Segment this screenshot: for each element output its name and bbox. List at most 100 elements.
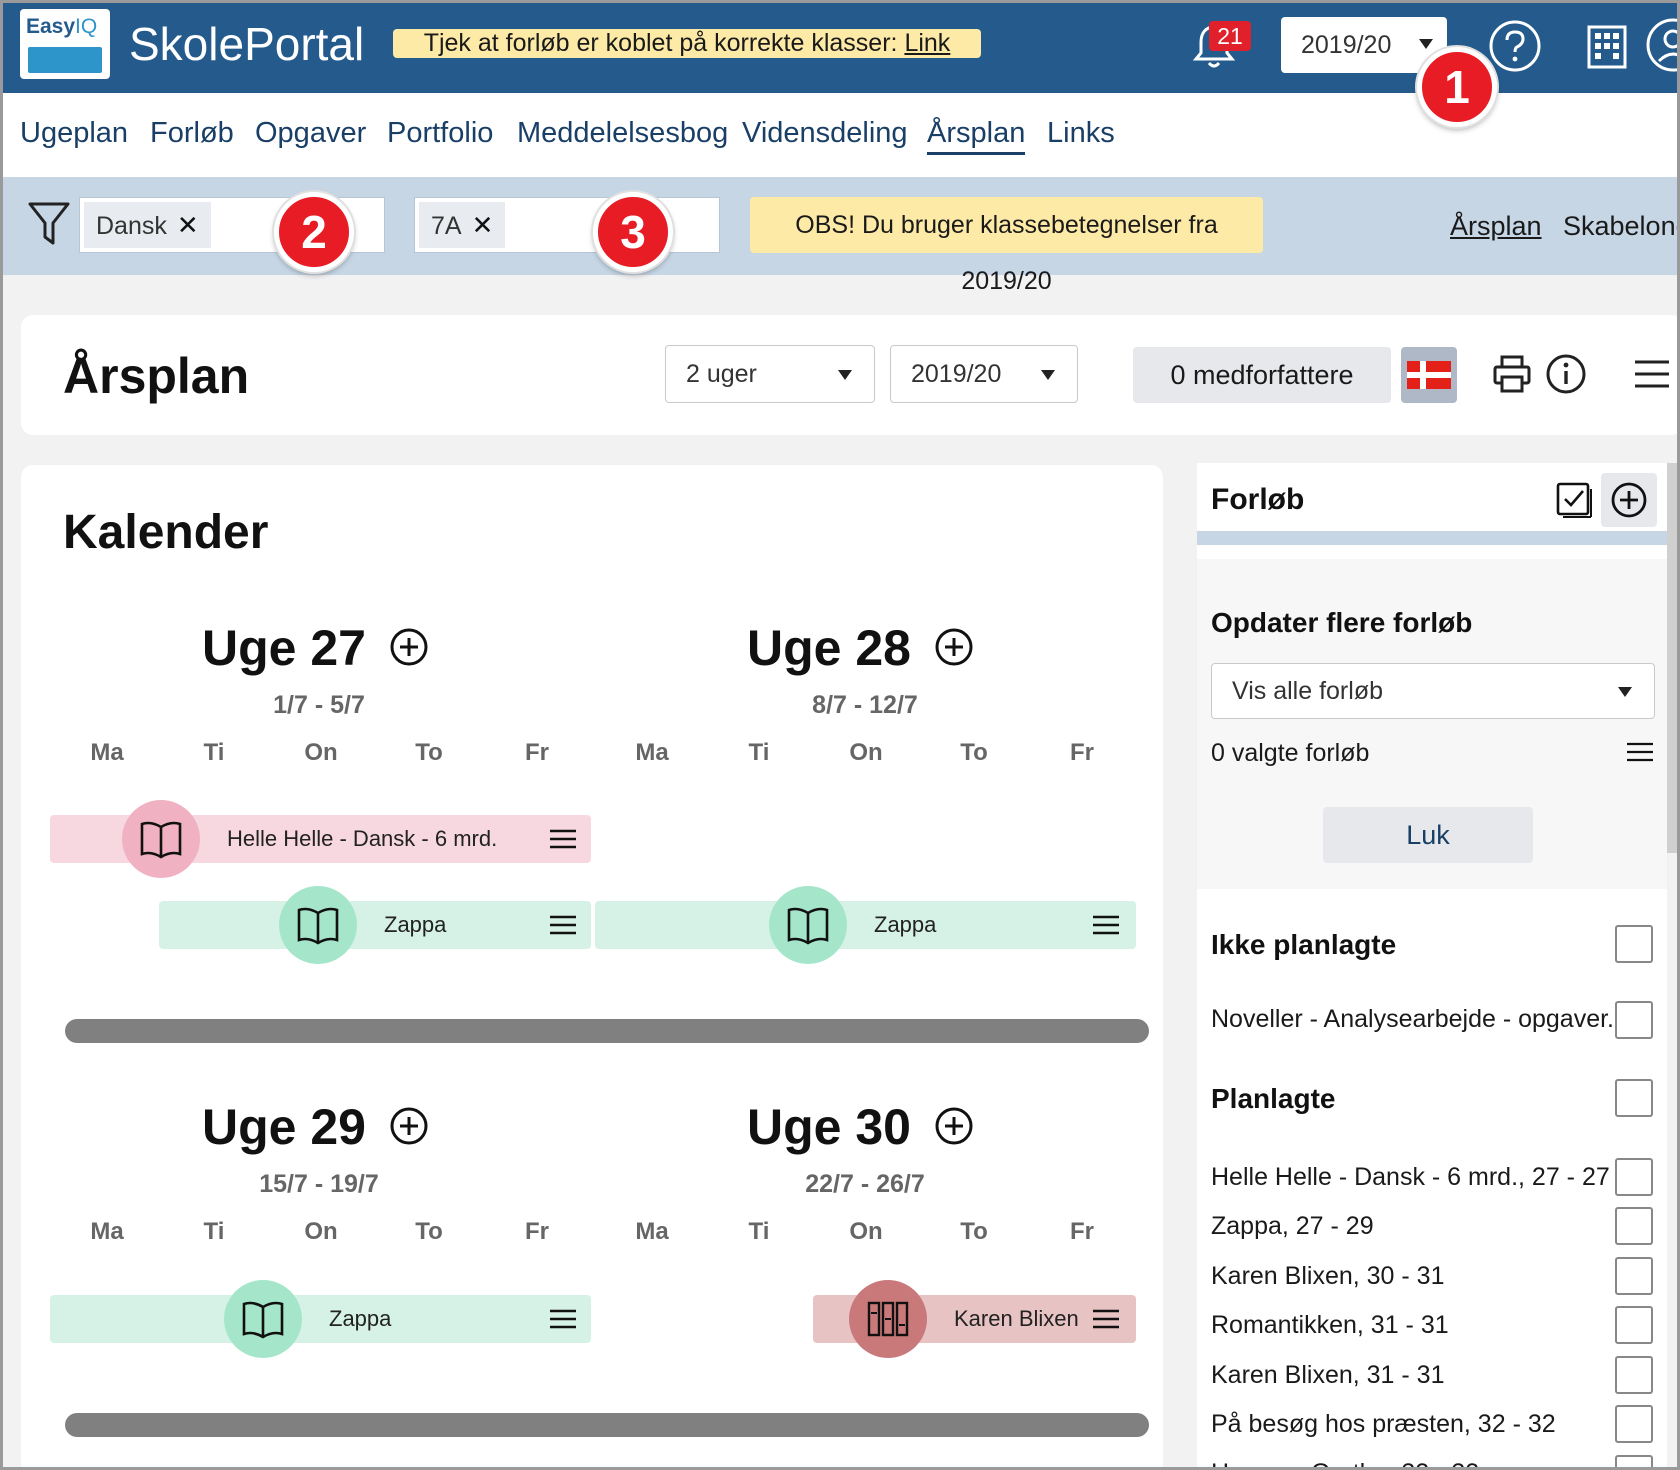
- day-label: Fr: [1052, 1218, 1112, 1246]
- week-range: 15/7 - 19/7: [209, 1170, 429, 1199]
- planned-item-checkbox[interactable]: [1615, 1257, 1653, 1295]
- add-week-item-icon[interactable]: [934, 627, 974, 667]
- unplanned-item-checkbox[interactable]: [1615, 1001, 1653, 1039]
- nav-links[interactable]: Links: [1047, 117, 1115, 150]
- info-icon[interactable]: [1545, 353, 1587, 395]
- planned-item-checkbox[interactable]: [1615, 1207, 1653, 1245]
- day-label: To: [399, 739, 459, 767]
- notice-text: Tjek at forløb er koblet på korrekte kla…: [424, 29, 898, 57]
- planned-item[interactable]: Zappa, 27 - 29: [1211, 1212, 1374, 1241]
- unplanned-item[interactable]: Noveller - Analysearbejde - opgaver...: [1211, 1005, 1628, 1034]
- course-bar-label: Zappa: [874, 901, 936, 949]
- planned-item-checkbox[interactable]: [1615, 1158, 1653, 1196]
- add-week-item-icon[interactable]: [934, 1106, 974, 1146]
- course-bar[interactable]: Karen Blixen: [813, 1295, 1136, 1343]
- select-checkbox-icon[interactable]: [1555, 481, 1593, 519]
- day-label: On: [836, 1218, 896, 1246]
- planned-item[interactable]: Helle Helle - Dansk - 6 mrd., 27 - 27: [1211, 1163, 1610, 1192]
- course-bar[interactable]: Zappa: [159, 901, 591, 949]
- nav-portfolio[interactable]: Portfolio: [387, 117, 493, 150]
- day-label: On: [836, 739, 896, 767]
- day-label: Fr: [1052, 739, 1112, 767]
- remove-subject-icon[interactable]: ✕: [177, 210, 199, 240]
- update-title: Opdater flere forløb: [1211, 607, 1472, 639]
- planned-item-checkbox[interactable]: [1615, 1455, 1653, 1470]
- bar-menu-icon[interactable]: [550, 828, 576, 850]
- side-panel-scrollbar[interactable]: [1667, 463, 1680, 853]
- nav-forlob[interactable]: Forløb: [150, 117, 234, 150]
- forlob-filter-select[interactable]: Vis alle forløb: [1211, 663, 1655, 719]
- day-label: To: [399, 1218, 459, 1246]
- planned-item-checkbox[interactable]: [1615, 1356, 1653, 1394]
- nav-ugeplan[interactable]: Ugeplan: [20, 117, 128, 150]
- user-avatar-icon[interactable]: [1645, 17, 1680, 73]
- year-select[interactable]: 2019/20: [890, 345, 1078, 403]
- planned-item-checkbox[interactable]: [1615, 1306, 1653, 1344]
- planned-item[interactable]: På besøg hos præsten, 32 - 32: [1211, 1410, 1556, 1439]
- link-skabeloner[interactable]: Skabeloner: [1563, 211, 1680, 242]
- week-scrollbar[interactable]: [65, 1413, 1149, 1437]
- app-frame: EasyIQ SkolePortal Tjek at forløb er kob…: [0, 0, 1680, 1470]
- page-title: Årsplan: [63, 347, 249, 405]
- bar-menu-icon[interactable]: [550, 914, 576, 936]
- selected-count: 0 valgte forløb: [1211, 739, 1369, 768]
- week-title: Uge 28: [747, 619, 911, 677]
- hamburger-menu-icon[interactable]: [1631, 353, 1673, 395]
- side-header-strip: [1197, 531, 1667, 545]
- week-title: Uge 29: [202, 1098, 366, 1156]
- easyiq-logo[interactable]: EasyIQ: [20, 9, 110, 79]
- day-label: To: [944, 1218, 1004, 1246]
- side-title: Forløb: [1211, 483, 1304, 517]
- bar-menu-icon[interactable]: [1093, 1308, 1119, 1330]
- planned-title: Planlagte: [1211, 1083, 1335, 1115]
- unplanned-select-all-checkbox[interactable]: [1615, 925, 1653, 963]
- bar-menu-icon[interactable]: [550, 1308, 576, 1330]
- nav-meddelelsesbog[interactable]: Meddelelsesbog: [517, 117, 728, 150]
- calendar-card: Kalender Uge 27 1/7 - 5/7 Uge 28 8/7 - 1…: [21, 465, 1163, 1470]
- school-building-icon[interactable]: [1581, 19, 1633, 71]
- course-bar[interactable]: Helle Helle - Dansk - 6 mrd.: [50, 815, 591, 863]
- help-icon[interactable]: [1488, 19, 1542, 73]
- coauthors-button[interactable]: 0 medforfattere: [1133, 347, 1391, 403]
- language-flag-button[interactable]: [1401, 347, 1457, 403]
- calendar-title: Kalender: [63, 505, 268, 560]
- link-arsplan[interactable]: Årsplan: [1450, 211, 1542, 242]
- planned-item[interactable]: Karen Blixen, 30 - 31: [1211, 1262, 1444, 1291]
- side-header: Forløb: [1197, 463, 1667, 531]
- course-bar-label: Helle Helle - Dansk - 6 mrd.: [227, 815, 497, 863]
- course-bar[interactable]: Zappa: [50, 1295, 591, 1343]
- class-filter[interactable]: 7A ✕: [414, 197, 720, 253]
- chevron-down-icon: [1419, 39, 1433, 49]
- course-bar-label: Karen Blixen: [954, 1295, 1079, 1343]
- course-bar[interactable]: Zappa: [595, 901, 1136, 949]
- notification-count-badge: 21: [1209, 21, 1251, 51]
- add-week-item-icon[interactable]: [389, 1106, 429, 1146]
- remove-class-icon[interactable]: ✕: [472, 210, 494, 240]
- week-scrollbar[interactable]: [65, 1019, 1149, 1043]
- week-title: Uge 30: [747, 1098, 911, 1156]
- nav-vidensdeling[interactable]: Vidensdeling: [742, 117, 908, 150]
- planned-item[interactable]: Karen Blixen, 31 - 31: [1211, 1361, 1444, 1390]
- nav-arsplan[interactable]: Årsplan: [927, 117, 1025, 155]
- print-icon[interactable]: [1491, 353, 1533, 395]
- planned-item-checkbox[interactable]: [1615, 1405, 1653, 1443]
- planned-select-all-checkbox[interactable]: [1615, 1079, 1653, 1117]
- book-icon: [122, 800, 200, 878]
- bar-menu-icon[interactable]: [1093, 914, 1119, 936]
- planned-item[interactable]: Romantikken, 31 - 31: [1211, 1311, 1449, 1340]
- add-week-item-icon[interactable]: [389, 627, 429, 667]
- header-year-select[interactable]: 2019/20: [1281, 17, 1447, 73]
- period-select[interactable]: 2 uger: [665, 345, 875, 403]
- selection-menu-icon[interactable]: [1627, 741, 1653, 763]
- nav-opgaver[interactable]: Opgaver: [255, 117, 366, 150]
- planned-item[interactable]: Hans og Grethe, 32 - 32: [1211, 1459, 1479, 1470]
- week-title: Uge 27: [202, 619, 366, 677]
- chevron-down-icon: [1618, 687, 1632, 697]
- filter-icon[interactable]: [27, 199, 71, 249]
- annotation-badge-2: 2: [274, 192, 354, 272]
- add-forlob-button[interactable]: [1601, 473, 1657, 527]
- annotation-badge-1: 1: [1417, 47, 1497, 127]
- notice-link[interactable]: Link: [904, 29, 950, 57]
- close-button[interactable]: Luk: [1323, 807, 1533, 863]
- chevron-down-icon: [838, 370, 852, 380]
